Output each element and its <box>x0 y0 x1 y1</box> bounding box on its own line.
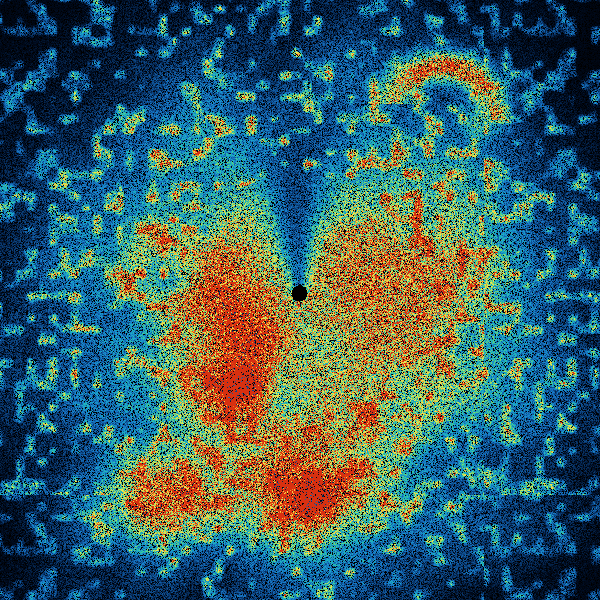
astronomy-image-figure: Astronomical False-Color Intensity Map <box>0 0 600 600</box>
false-color-intensity-heatmap <box>0 0 600 600</box>
